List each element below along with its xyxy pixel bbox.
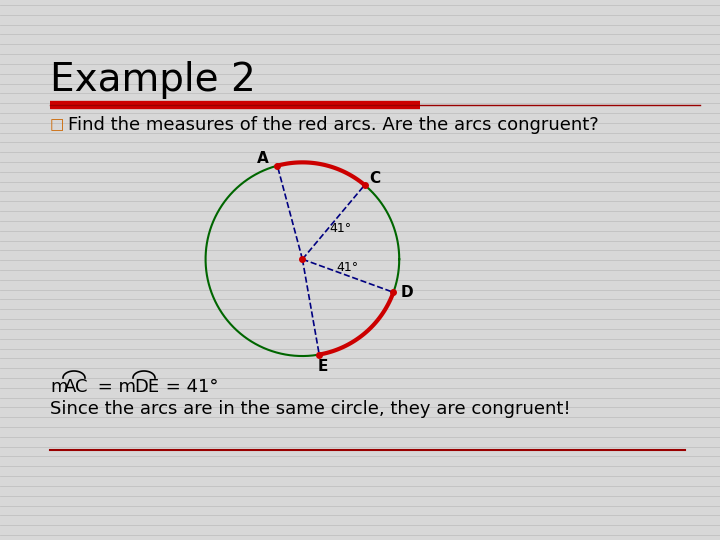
- Text: □: □: [50, 118, 64, 132]
- Text: D: D: [400, 285, 413, 300]
- Text: 41°: 41°: [330, 222, 351, 235]
- Text: m: m: [50, 378, 68, 396]
- Text: Since the arcs are in the same circle, they are congruent!: Since the arcs are in the same circle, t…: [50, 400, 571, 418]
- Text: C: C: [369, 171, 380, 186]
- Text: AC: AC: [64, 378, 89, 396]
- Text: Find the measures of the red arcs. Are the arcs congruent?: Find the measures of the red arcs. Are t…: [68, 116, 599, 134]
- Text: = 41°: = 41°: [160, 378, 218, 396]
- Text: Example 2: Example 2: [50, 61, 256, 99]
- Text: DE: DE: [134, 378, 159, 396]
- Text: E: E: [318, 359, 328, 374]
- Text: A: A: [257, 151, 269, 166]
- Text: = m: = m: [92, 378, 136, 396]
- Text: 41°: 41°: [336, 261, 359, 274]
